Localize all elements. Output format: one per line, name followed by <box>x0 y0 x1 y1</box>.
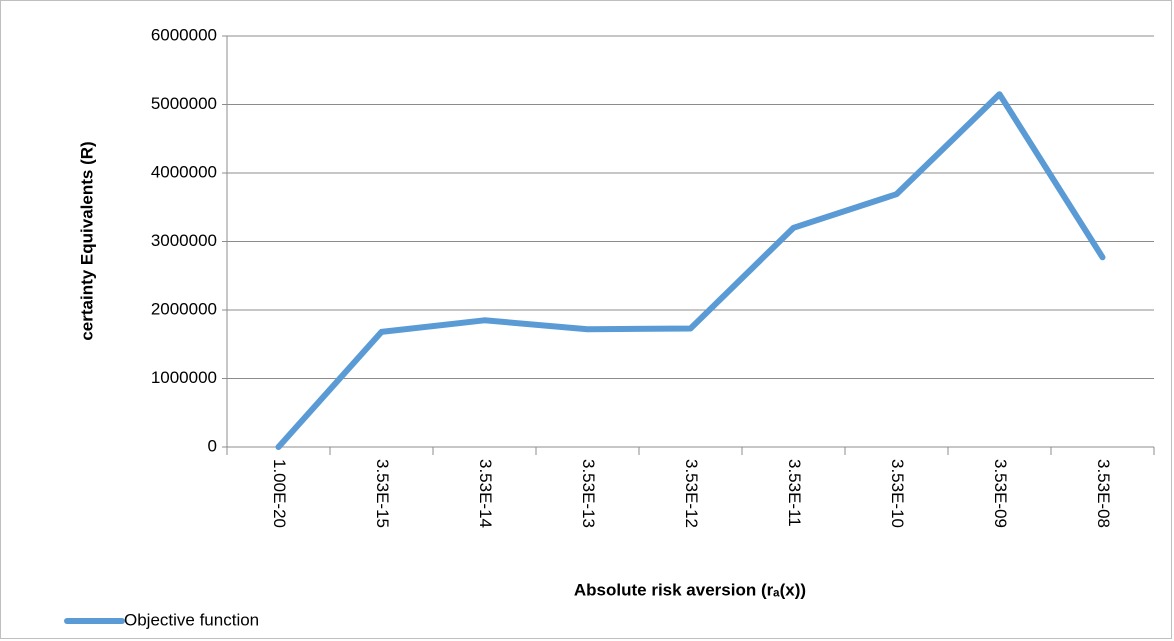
y-tick-label: 6000000 <box>151 25 217 44</box>
x-tick-label: 3.53E-14 <box>476 459 495 528</box>
y-tick-label: 4000000 <box>151 162 217 181</box>
x-tick-label: 3.53E-10 <box>888 459 907 528</box>
y-tick-label: 0 <box>208 436 217 455</box>
x-tick-label: 3.53E-15 <box>373 459 392 528</box>
x-tick-label: 3.53E-13 <box>579 459 598 528</box>
y-axis-title: certainty Equivalents (R) <box>77 141 96 340</box>
x-tick-label: 3.53E-11 <box>785 459 804 527</box>
y-tick-label: 2000000 <box>151 299 217 318</box>
legend-label: Objective function <box>124 610 259 629</box>
x-tick-label: 3.53E-12 <box>682 459 701 528</box>
y-tick-label: 5000000 <box>151 94 217 113</box>
y-tick-label: 1000000 <box>151 368 217 387</box>
line-series <box>275 91 1106 450</box>
y-tick-label: 3000000 <box>151 231 217 250</box>
x-axis-title: Absolute risk aversion (rₐ(x)) <box>574 580 806 599</box>
x-tick-label: 1.00E-20 <box>270 459 289 528</box>
x-tick-label: 3.53E-09 <box>991 459 1010 528</box>
x-tick-label: 3.53E-08 <box>1094 459 1113 528</box>
